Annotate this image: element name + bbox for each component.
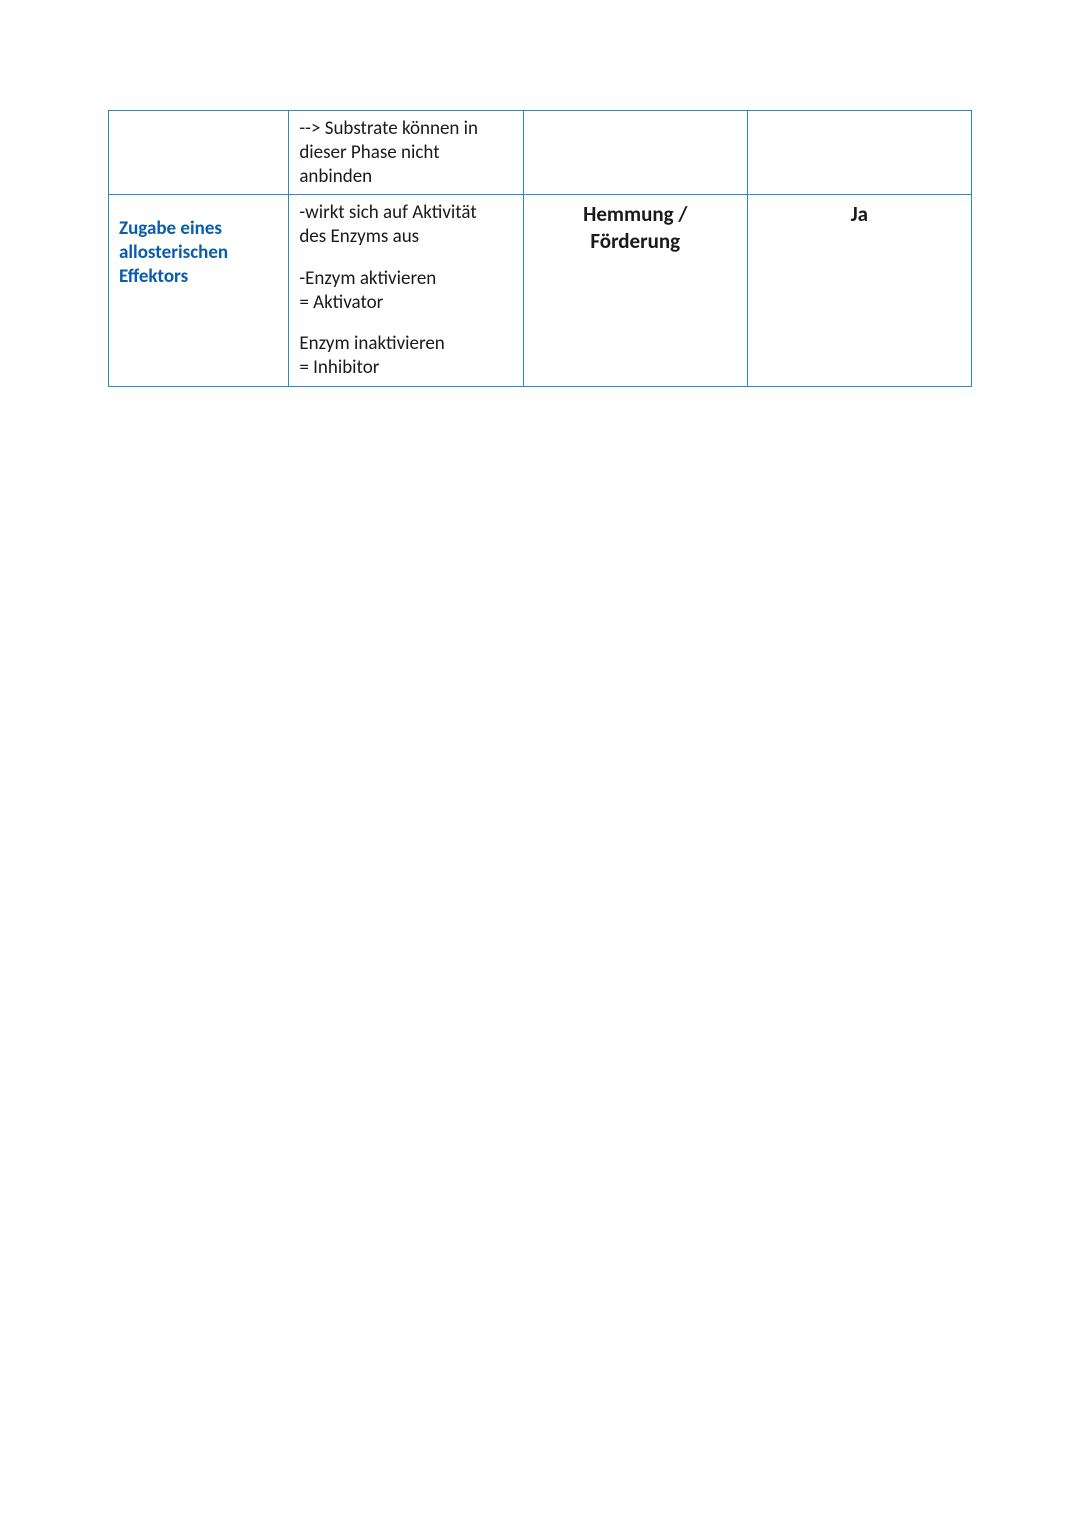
document-page: --> Substrate können in dieser Phase nic…	[0, 0, 1080, 387]
cell-line: anbinden	[299, 165, 512, 189]
cell-r1-c3	[523, 111, 747, 195]
cell-line: Zugabe eines	[119, 217, 278, 241]
cell-r2-c3: Hemmung / Förderung	[523, 195, 747, 387]
cell-line: Hemmung /	[534, 201, 737, 227]
table-row: Zugabe eines allosterischen Effektors -w…	[109, 195, 972, 387]
cell-line: allosterischen	[119, 241, 278, 265]
cell-line: Enzym inaktivieren	[299, 332, 512, 356]
cell-r2-c1: Zugabe eines allosterischen Effektors	[109, 195, 289, 387]
cell-line: -wirkt sich auf Aktivität	[299, 201, 512, 225]
cell-text: Ja	[851, 201, 868, 227]
cell-line: Förderung	[534, 228, 737, 254]
cell-r2-c2: -wirkt sich auf Aktivität des Enzyms aus…	[289, 195, 523, 387]
cell-r1-c2: --> Substrate können in dieser Phase nic…	[289, 111, 523, 195]
enzyme-table: --> Substrate können in dieser Phase nic…	[108, 110, 972, 387]
cell-line: dieser Phase nicht	[299, 141, 512, 165]
cell-line: des Enzyms aus	[299, 225, 512, 249]
table-row: --> Substrate können in dieser Phase nic…	[109, 111, 972, 195]
cell-line: = Aktivator	[299, 291, 512, 315]
cell-r1-c4	[747, 111, 971, 195]
cell-line: Effektors	[119, 265, 278, 289]
cell-line: --> Substrate können in	[299, 117, 512, 141]
cell-line: = Inhibitor	[299, 356, 512, 380]
blank-line	[299, 249, 512, 267]
blank-line	[299, 314, 512, 332]
cell-line: -Enzym aktivieren	[299, 267, 512, 291]
cell-r1-c1	[109, 111, 289, 195]
cell-r2-c4: Ja	[747, 195, 971, 387]
